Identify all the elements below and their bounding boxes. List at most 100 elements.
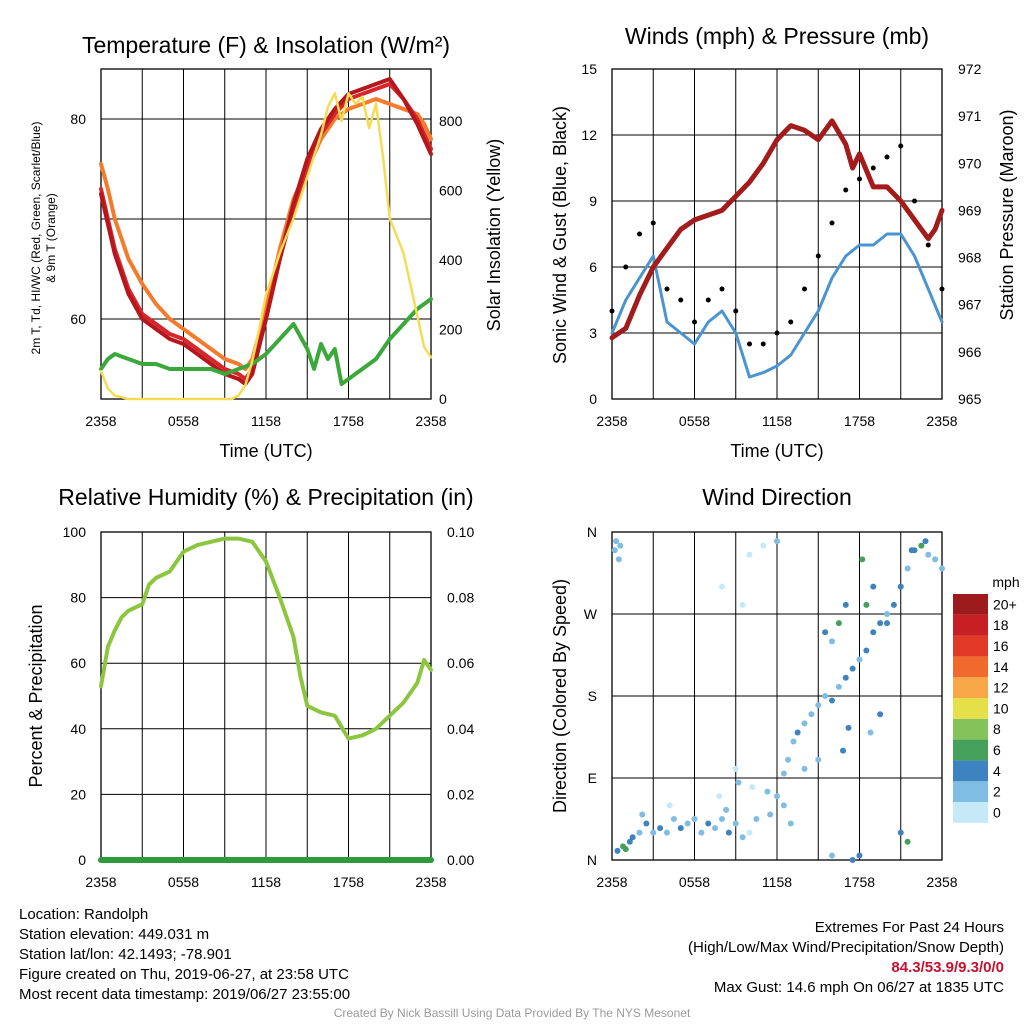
direction-point xyxy=(904,838,911,845)
winds-ytick-label: 0 xyxy=(589,391,597,407)
gust-point xyxy=(939,286,945,292)
legend-swatch xyxy=(953,594,988,615)
direction-point xyxy=(897,583,904,590)
legend-swatch xyxy=(953,760,988,782)
direction-point xyxy=(829,638,835,645)
extremes-heading: Extremes For Past 24 Hours xyxy=(814,919,1004,936)
gust-point xyxy=(870,165,876,171)
legend-unit: mph xyxy=(992,574,1019,590)
legend-label: 6 xyxy=(993,742,1001,758)
direction-point xyxy=(918,542,925,549)
direction-point xyxy=(732,820,739,827)
gust-point xyxy=(884,154,890,160)
temperature-ytick-label: 60 xyxy=(70,311,86,327)
station-location: Location: Randolph xyxy=(19,906,149,923)
direction-point xyxy=(732,765,739,772)
direction-point xyxy=(870,583,877,590)
temperature-xtick-label: 2358 xyxy=(415,413,446,429)
legend-label: 14 xyxy=(993,659,1009,675)
direction-point xyxy=(801,765,808,772)
precip-ytick-label: 0.02 xyxy=(447,786,474,802)
direction-point xyxy=(705,820,712,827)
temperature-xtick-label: 1158 xyxy=(251,413,281,429)
humidity-title: Relative Humidity (%) & Precipitation (i… xyxy=(58,484,473,510)
direction-point xyxy=(626,838,633,845)
legend-label: 16 xyxy=(993,638,1009,654)
direction-title: Wind Direction xyxy=(702,484,852,510)
direction-point xyxy=(787,820,794,827)
direction-ylabel: Direction (Colored By Speed) xyxy=(550,579,570,813)
winds-xtick-label: 1758 xyxy=(844,413,875,429)
extremes-values: 84.3/53.9/9.3/0/0 xyxy=(891,959,1004,976)
gust-point xyxy=(788,319,794,325)
direction-point xyxy=(815,702,822,709)
direction-point xyxy=(712,825,719,832)
direction-point xyxy=(780,802,787,809)
direction-point xyxy=(746,829,753,836)
winds-ytick-label: 15 xyxy=(581,61,597,77)
direction-point xyxy=(617,542,624,549)
direction-point xyxy=(611,547,618,554)
direction-point xyxy=(840,747,846,754)
direction-point xyxy=(877,620,884,627)
gust-point xyxy=(637,231,642,237)
humidity-ytick-label: 100 xyxy=(63,524,87,540)
winds-ytick-label: 12 xyxy=(581,127,597,143)
legend-swatch xyxy=(953,656,988,678)
direction-point xyxy=(735,779,742,786)
direction-point xyxy=(650,829,657,836)
temperature-ylabel-line2: & 9m T (Orange) xyxy=(44,193,58,283)
humidity-ytick-label: 20 xyxy=(70,786,86,802)
gust-point xyxy=(857,176,862,182)
insolation-ytick-label: 600 xyxy=(439,183,463,199)
direction-point xyxy=(764,788,771,795)
direction-point xyxy=(643,820,650,827)
plot-layer: 2358 0558 1158 1758 235860800200400600800235… xyxy=(63,61,1017,890)
temperature-frame xyxy=(100,68,432,400)
direction-point xyxy=(835,683,842,690)
gust-point xyxy=(623,264,629,270)
dewpoint-line xyxy=(99,297,433,386)
insolation-ytick-label: 0 xyxy=(439,391,447,407)
winds-xtick-label: 2358 xyxy=(596,413,627,429)
rh-line xyxy=(99,536,433,741)
legend-label: 8 xyxy=(993,721,1001,737)
direction-point xyxy=(670,816,677,822)
humidity-xtick-label: 2358 xyxy=(85,874,116,890)
recent-data-timestamp: Most recent data timestamp: 2019/06/27 2… xyxy=(19,986,351,1003)
gust-point xyxy=(719,286,725,292)
direction-point xyxy=(932,556,939,563)
humidity-ytick-label: 0 xyxy=(78,852,86,868)
legend-label: 12 xyxy=(993,680,1009,696)
direction-xtick-label: 0558 xyxy=(679,874,710,890)
direction-point xyxy=(664,829,670,836)
legend-swatch xyxy=(953,718,988,740)
winds-xlabel: Time (UTC) xyxy=(730,441,823,461)
pressure-ytick-label: 972 xyxy=(958,61,982,77)
insolation-ylabel: Solar Insolation (Yellow) xyxy=(484,139,504,331)
gust-point xyxy=(898,143,904,149)
direction-point xyxy=(877,711,884,718)
temperature-xtick-label: 2358 xyxy=(85,413,116,429)
legend-swatch xyxy=(953,698,988,719)
humidity-xtick-label: 2358 xyxy=(415,874,446,890)
pressure-ytick-label: 969 xyxy=(958,202,982,218)
gust-point xyxy=(760,341,766,347)
legend-label: 4 xyxy=(993,763,1001,779)
pressure-line xyxy=(609,118,945,341)
temperature-ylabel-line1: 2m T, Td, HI/WC (Red, Green, Scarlet/Blu… xyxy=(29,122,43,355)
direction-point xyxy=(698,829,705,836)
winds-xtick-label: 2358 xyxy=(926,413,957,429)
precip-ytick-label: 0.08 xyxy=(447,590,474,606)
station-elevation: Station elevation: 449.031 m xyxy=(19,926,210,943)
wind-line xyxy=(610,232,944,379)
gust-point xyxy=(829,220,835,226)
direction-point xyxy=(859,556,866,563)
direction-point xyxy=(829,697,835,704)
direction-point xyxy=(774,793,780,800)
direction-point xyxy=(636,829,643,836)
gust-point xyxy=(843,187,849,193)
winds-ylabel: Sonic Wind & Gust (Blue, Black) xyxy=(550,106,570,364)
direction-ytick-label: E xyxy=(588,770,597,786)
